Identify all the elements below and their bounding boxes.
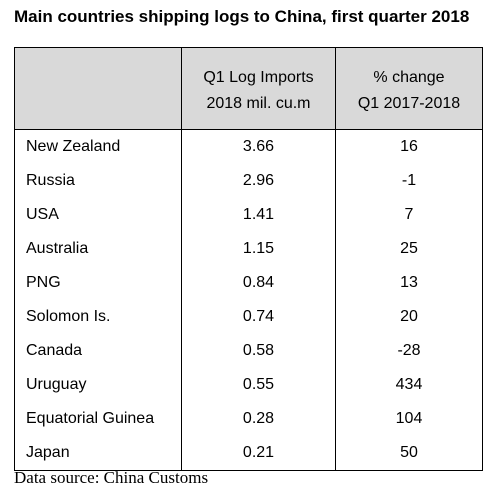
table-title: Main countries shipping logs to China, f… [14,7,470,26]
header-change-line1: % change [335,47,483,91]
country-cell: Japan [14,436,182,471]
header-change-line2: Q1 2017-2018 [335,91,483,130]
change-cell: -1 [335,164,483,198]
country-cell: New Zealand [14,129,182,164]
imports-cell: 0.28 [181,402,336,436]
change-cell: 13 [335,266,483,300]
country-cell: Solomon Is. [14,300,182,334]
country-cell: USA [14,198,182,232]
change-cell: 20 [335,300,483,334]
imports-cell: 0.58 [181,334,336,368]
table-row: Canada 0.58 -28 [14,334,483,368]
country-cell: Equatorial Guinea [14,402,182,436]
header-imports-line2: 2018 mil. cu.m [181,91,336,130]
table-row: Uruguay 0.55 434 [14,368,483,402]
imports-cell: 0.21 [181,436,336,471]
table-header: Q1 Log Imports % change 2018 mil. cu.m Q… [14,47,483,130]
header-country [14,47,182,91]
change-cell: 7 [335,198,483,232]
country-cell: Canada [14,334,182,368]
log-imports-table: Q1 Log Imports % change 2018 mil. cu.m Q… [14,47,483,471]
imports-cell: 0.74 [181,300,336,334]
change-cell: 50 [335,436,483,471]
table-row: USA 1.41 7 [14,198,483,232]
table-body: New Zealand 3.66 16 Russia 2.96 -1 USA 1.41 7 Aus… [14,129,483,471]
table-row: Equatorial Guinea 0.28 104 [14,402,483,436]
header-imports-line1: Q1 Log Imports [181,47,336,91]
country-cell: Uruguay [14,368,182,402]
header-row-2: 2018 mil. cu.m Q1 2017-2018 [14,91,483,130]
table-row: New Zealand 3.66 16 [14,129,483,164]
change-cell: 25 [335,232,483,266]
change-cell: 434 [335,368,483,402]
table-row: Solomon Is. 0.74 20 [14,300,483,334]
header-country-line2 [14,91,182,130]
change-cell: -28 [335,334,483,368]
table-row: PNG 0.84 13 [14,266,483,300]
imports-cell: 0.84 [181,266,336,300]
imports-cell: 1.15 [181,232,336,266]
country-cell: Australia [14,232,182,266]
change-cell: 16 [335,129,483,164]
table-row: Russia 2.96 -1 [14,164,483,198]
table-row: Australia 1.15 25 [14,232,483,266]
table-row: Japan 0.21 50 [14,436,483,471]
country-cell: Russia [14,164,182,198]
imports-cell: 0.55 [181,368,336,402]
imports-cell: 1.41 [181,198,336,232]
data-source-note: Data source: China Customs [14,468,209,487]
country-cell: PNG [14,266,182,300]
imports-cell: 3.66 [181,129,336,164]
log-imports-table-wrapper: Q1 Log Imports % change 2018 mil. cu.m Q… [14,47,483,471]
change-cell: 104 [335,402,483,436]
imports-cell: 2.96 [181,164,336,198]
header-row-1: Q1 Log Imports % change [14,47,483,91]
